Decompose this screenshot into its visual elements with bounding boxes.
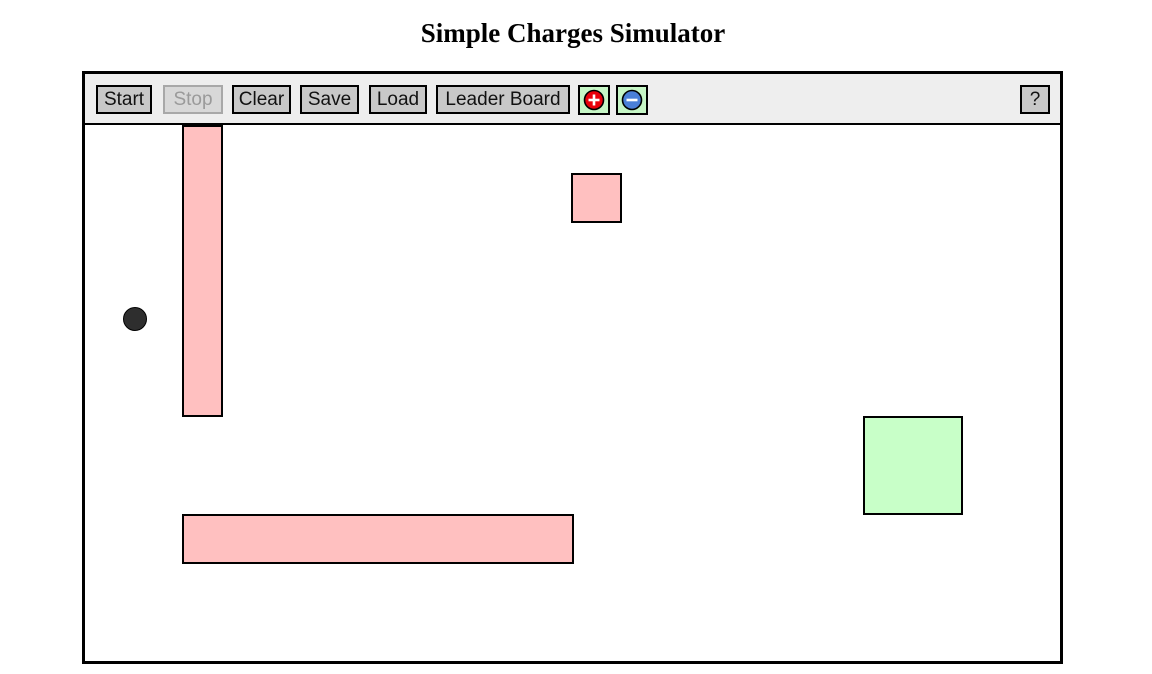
toolbar: Start Stop Clear Save Load Leader Board … — [85, 74, 1060, 125]
page-title: Simple Charges Simulator — [420, 18, 726, 48]
obstacle-vertical-wall — [182, 125, 223, 417]
load-button[interactable]: Load — [369, 85, 427, 114]
minus-circle-icon — [621, 89, 643, 111]
add-positive-charge-button[interactable] — [578, 85, 610, 115]
help-button[interactable]: ? — [1020, 85, 1050, 114]
start-button[interactable]: Start — [96, 85, 152, 114]
obstacle-horizontal-wall — [182, 514, 574, 564]
obstacle-small-square — [571, 173, 622, 223]
clear-button[interactable]: Clear — [232, 85, 291, 114]
goal-zone — [863, 416, 963, 515]
stop-button[interactable]: Stop — [163, 85, 223, 114]
add-negative-charge-button[interactable] — [616, 85, 648, 115]
simulator-frame: Start Stop Clear Save Load Leader Board … — [82, 71, 1063, 664]
simulation-canvas[interactable] — [85, 125, 1060, 661]
plus-circle-icon — [583, 89, 605, 111]
save-button[interactable]: Save — [300, 85, 359, 114]
charged-ball[interactable] — [123, 307, 147, 331]
leader-board-button[interactable]: Leader Board — [436, 85, 570, 114]
